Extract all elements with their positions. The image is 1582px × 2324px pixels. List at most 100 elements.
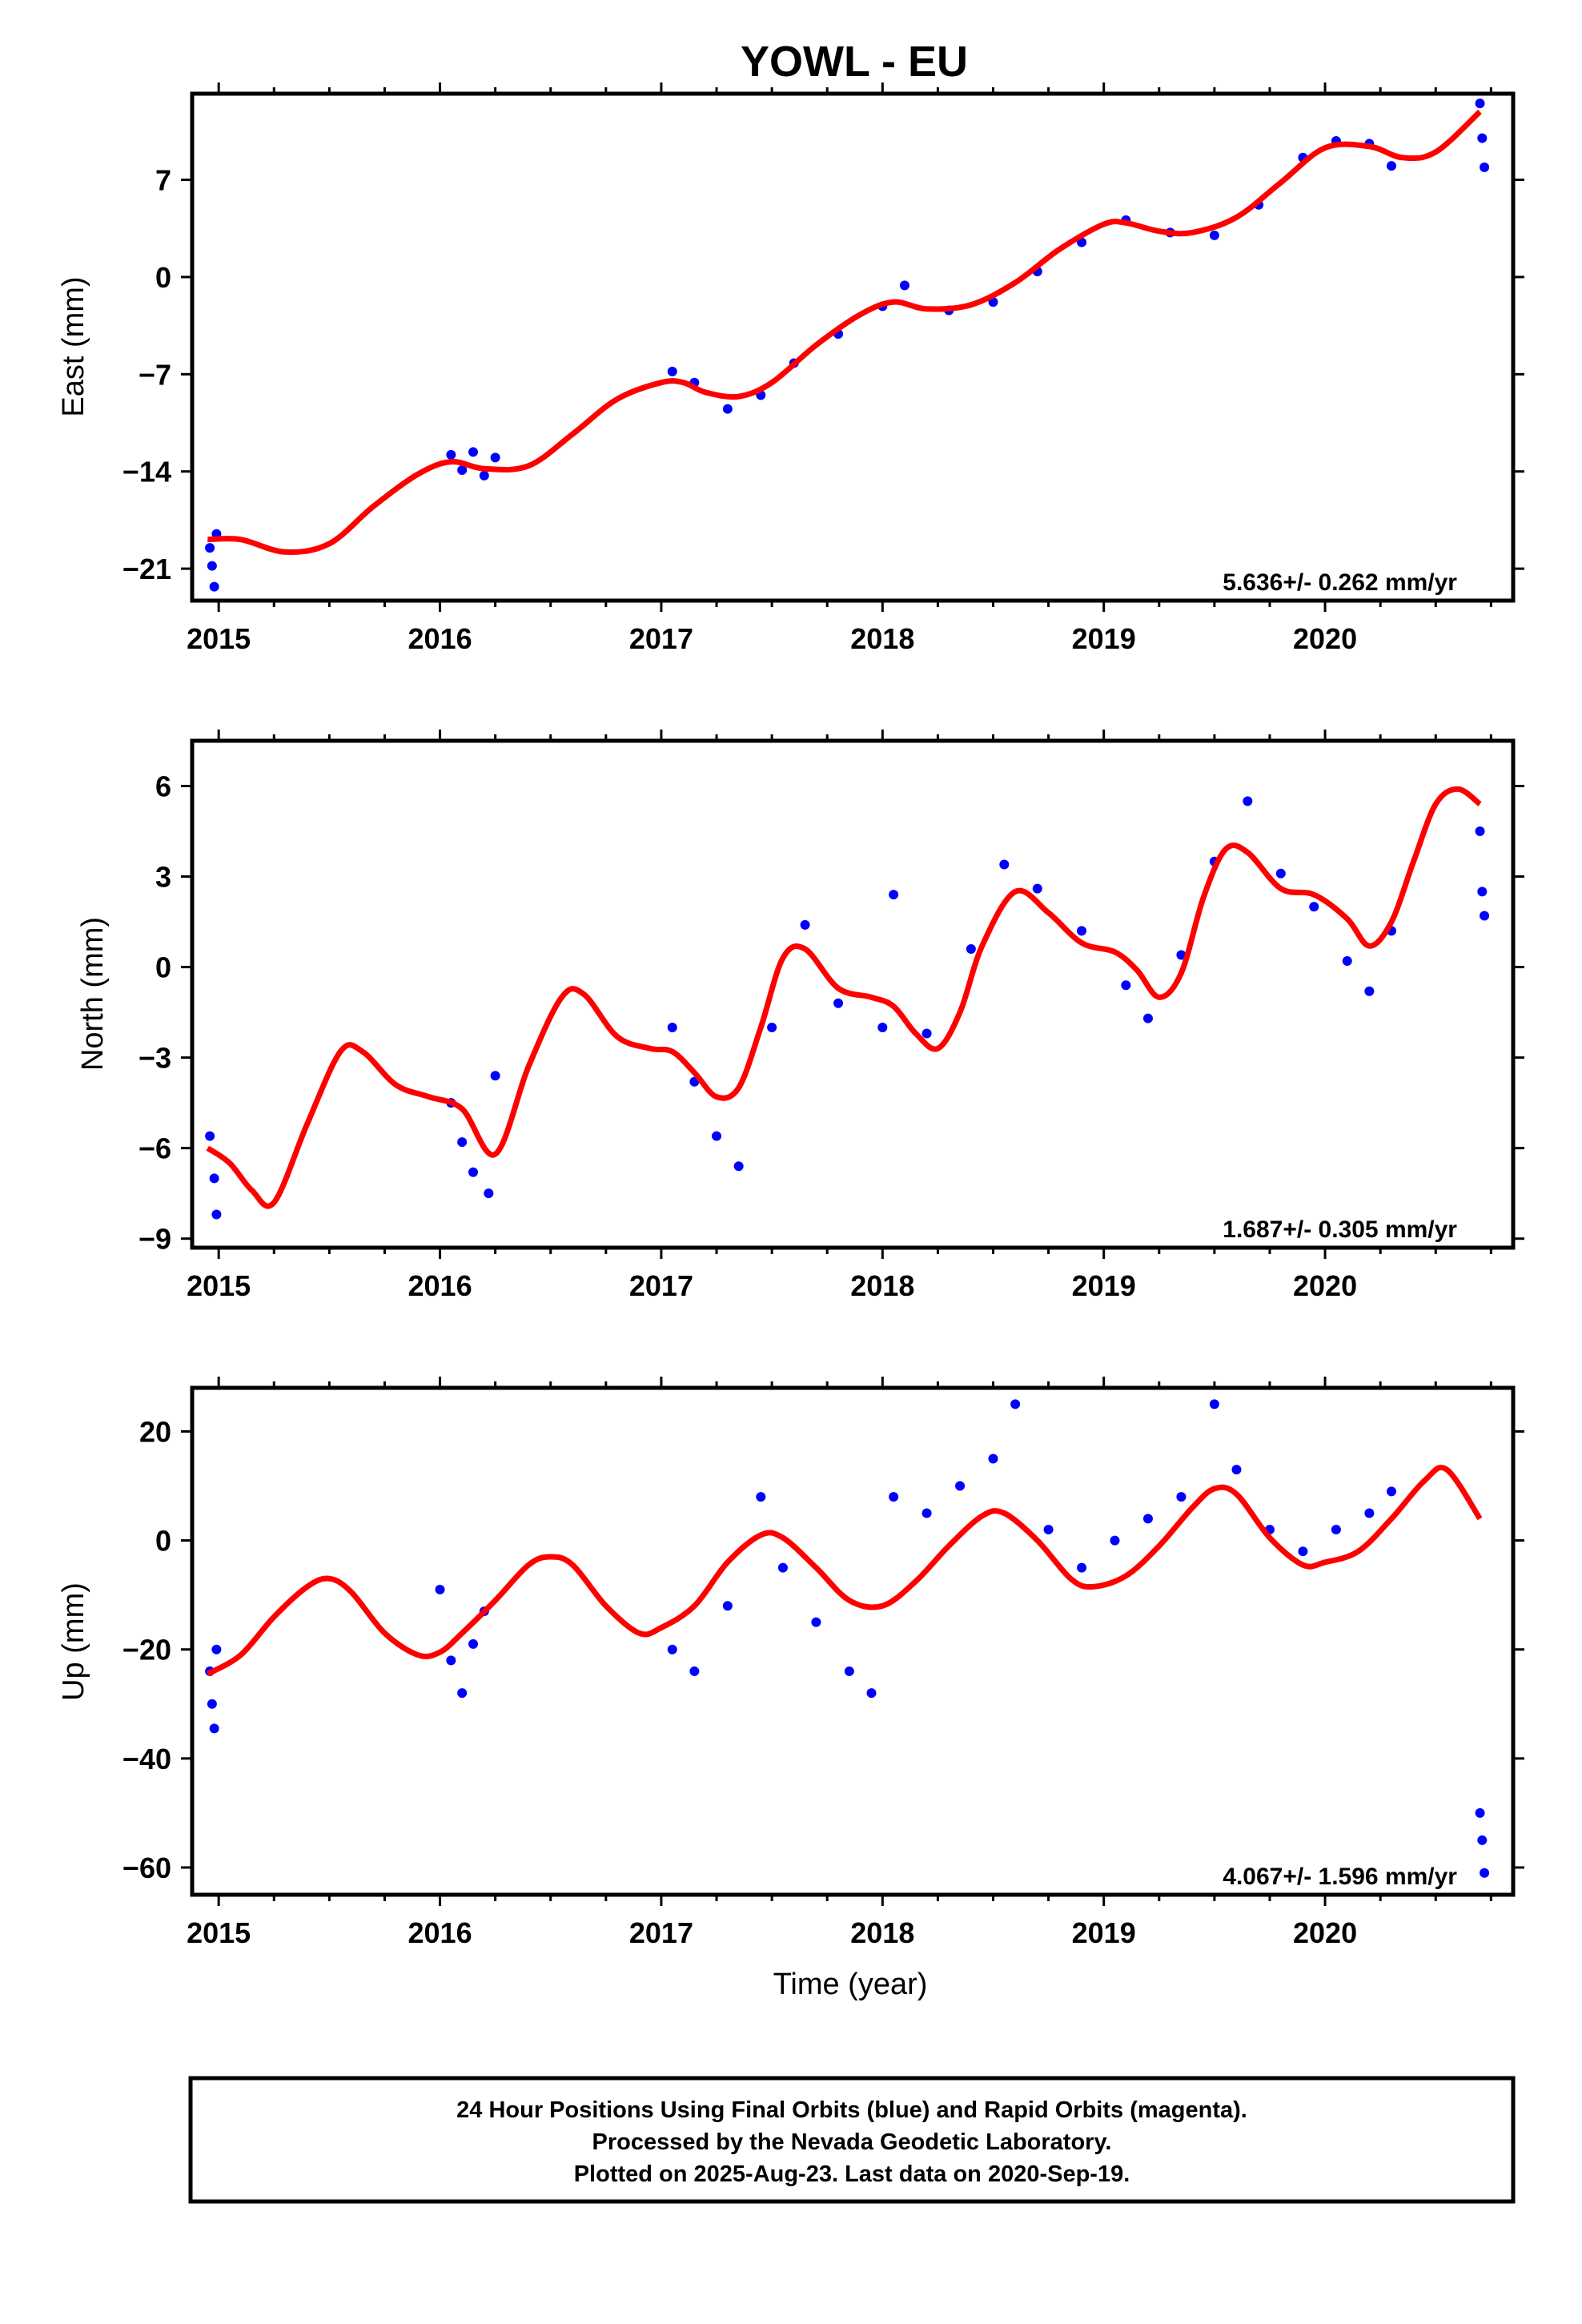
data-point: [468, 447, 479, 457]
panel-up: 2015 2016 2017 2018 2019 2020 −60 −40 −20 0 20 Up …: [57, 1377, 1524, 1949]
data-point: [457, 1688, 468, 1699]
data-point: [833, 998, 844, 1008]
x-tick-label: 2016: [408, 1269, 472, 1302]
x-tick-label: 2016: [408, 1916, 472, 1949]
y-tick-label: −60: [122, 1852, 171, 1884]
data-point: [435, 1584, 445, 1594]
data-point: [1032, 883, 1042, 894]
data-point: [722, 404, 733, 414]
data-point: [966, 943, 976, 954]
data-point: [1142, 1514, 1153, 1524]
up-points: [205, 1399, 1490, 1878]
data-point: [457, 1137, 468, 1148]
x-tick-label: 2018: [850, 1916, 914, 1949]
east-frame: [190, 91, 1516, 603]
data-point: [1231, 1465, 1242, 1475]
data-point: [1364, 1508, 1375, 1518]
data-point: [1475, 826, 1485, 837]
data-point: [484, 1188, 494, 1199]
data-point: [209, 1173, 219, 1184]
data-point: [800, 919, 810, 930]
y-tick-label: 6: [155, 770, 171, 803]
north-model-line: [206, 786, 1482, 1209]
data-point: [921, 1508, 932, 1518]
data-point: [733, 1161, 744, 1172]
data-point: [1243, 796, 1253, 806]
y-tick-label: 20: [139, 1415, 171, 1448]
x-tick-label: 2017: [629, 622, 693, 655]
east-rate-label: 5.636+/- 0.262 mm/yr: [1223, 569, 1457, 596]
data-point: [777, 1562, 788, 1573]
x-tick-label: 2020: [1293, 1269, 1357, 1302]
data-point: [468, 1638, 479, 1649]
data-point: [207, 1699, 217, 1709]
data-point: [468, 1167, 479, 1177]
data-point: [1342, 956, 1352, 967]
x-tick-label: 2018: [850, 1269, 914, 1302]
data-point: [1475, 1807, 1485, 1818]
y-tick-label: −40: [122, 1743, 171, 1775]
data-point: [1477, 1835, 1488, 1845]
data-point: [811, 1617, 821, 1627]
data-point: [1480, 1868, 1490, 1878]
x-tick-label: 2015: [187, 622, 251, 655]
x-tick-label: 2020: [1293, 1916, 1357, 1949]
data-point: [1477, 133, 1488, 143]
data-point: [479, 470, 489, 480]
data-point: [866, 1688, 877, 1699]
y-tick-label: −9: [139, 1223, 171, 1256]
x-tick-label: 2018: [850, 622, 914, 655]
x-tick-label: 2019: [1072, 622, 1136, 655]
data-point: [1043, 1524, 1054, 1534]
data-point: [722, 1601, 733, 1611]
data-point: [767, 1022, 777, 1032]
data-point: [1010, 1399, 1021, 1409]
data-point: [877, 1022, 888, 1032]
data-point: [205, 543, 215, 553]
footer-frame: [188, 2076, 1516, 2204]
north-points: [205, 796, 1490, 1220]
data-point: [207, 561, 217, 571]
north-ylabel: North (mm): [76, 917, 110, 1071]
footer-box: 24 Hour Positions Using Final Orbits (bl…: [188, 2076, 1516, 2204]
y-tick-label: −6: [139, 1132, 171, 1165]
north-ticks: 2015 2016 2017 2018 2019 2020 −9 −6 −3 0 3 6: [139, 730, 1524, 1302]
data-point: [955, 1481, 966, 1491]
data-point: [1176, 950, 1186, 960]
y-tick-label: −20: [122, 1634, 171, 1667]
east-ylabel: East (mm): [57, 276, 90, 416]
data-point: [899, 280, 909, 291]
y-tick-label: 0: [155, 951, 171, 984]
x-tick-label: 2020: [1293, 622, 1357, 655]
data-point: [988, 1454, 998, 1464]
data-point: [209, 581, 219, 592]
data-point: [1480, 911, 1490, 921]
footer-line-2: Processed by the Nevada Geodetic Laborat…: [592, 2129, 1112, 2155]
y-tick-label: 0: [155, 1525, 171, 1558]
data-point: [211, 1209, 222, 1220]
data-point: [446, 449, 456, 460]
panel-north: 2015 2016 2017 2018 2019 2020 −9 −6 −3 0 3 6 North …: [76, 730, 1524, 1302]
data-point: [1364, 986, 1375, 996]
data-point: [205, 1131, 215, 1141]
x-tick-label: 2019: [1072, 1916, 1136, 1949]
data-point: [490, 452, 500, 463]
footer-line-3: Plotted on 2025-Aug-23. Last data on 202…: [574, 2161, 1130, 2187]
data-point: [1077, 926, 1087, 936]
data-point: [1298, 1546, 1308, 1557]
data-point: [1309, 902, 1319, 912]
data-point: [457, 464, 468, 475]
y-tick-label: 0: [155, 261, 171, 294]
footer-line-1: 24 Hour Positions Using Final Orbits (bl…: [456, 2097, 1247, 2123]
data-point: [1110, 1535, 1120, 1546]
north-rate-label: 1.687+/- 0.305 mm/yr: [1223, 1216, 1457, 1243]
data-point: [1477, 887, 1488, 897]
data-point: [1275, 868, 1286, 879]
data-point: [889, 1492, 899, 1502]
data-point: [1121, 980, 1131, 991]
y-tick-label: 3: [155, 861, 171, 894]
x-axis-label: Time (year): [773, 1968, 928, 2001]
x-tick-label: 2017: [629, 1269, 693, 1302]
x-tick-label: 2015: [187, 1269, 251, 1302]
data-point: [756, 1492, 766, 1502]
